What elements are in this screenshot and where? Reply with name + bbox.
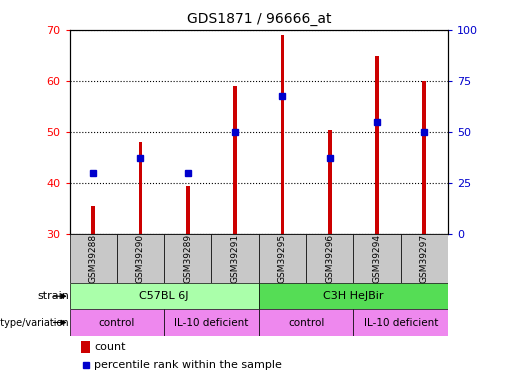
Text: percentile rank within the sample: percentile rank within the sample [94,360,282,369]
Bar [91,206,95,234]
Bar [233,86,237,234]
Text: count: count [94,342,126,352]
Text: C57BL 6J: C57BL 6J [140,291,189,301]
Bar [353,309,448,336]
Text: IL-10 deficient: IL-10 deficient [174,318,249,327]
Text: GSM39288: GSM39288 [89,234,98,284]
Bar [139,142,142,234]
Bar [306,234,353,283]
Bar [375,56,379,234]
Bar [281,35,284,234]
Bar [401,234,448,283]
Bar [212,234,259,283]
Bar [259,234,306,283]
Bar [259,309,353,336]
Bar [164,309,259,336]
Bar [164,234,212,283]
Bar [117,234,164,283]
Text: GSM39289: GSM39289 [183,234,192,284]
Title: GDS1871 / 96666_at: GDS1871 / 96666_at [186,12,331,26]
Text: strain: strain [38,291,70,301]
Bar [81,341,90,352]
Text: C3H HeJBir: C3H HeJBir [323,291,384,301]
Bar [70,234,117,283]
Bar [259,283,448,309]
Bar [70,283,259,309]
Bar [70,309,164,336]
Text: control: control [288,318,324,327]
Bar [353,234,401,283]
Text: GSM39294: GSM39294 [372,234,382,283]
Text: GSM39296: GSM39296 [325,234,334,284]
Text: control: control [99,318,135,327]
Bar [422,81,426,234]
Text: genotype/variation: genotype/variation [0,318,70,327]
Text: GSM39291: GSM39291 [231,234,239,284]
Text: GSM39295: GSM39295 [278,234,287,284]
Bar [328,130,332,234]
Text: IL-10 deficient: IL-10 deficient [364,318,438,327]
Text: GSM39290: GSM39290 [136,234,145,284]
Text: GSM39297: GSM39297 [420,234,429,284]
Bar [186,186,190,234]
